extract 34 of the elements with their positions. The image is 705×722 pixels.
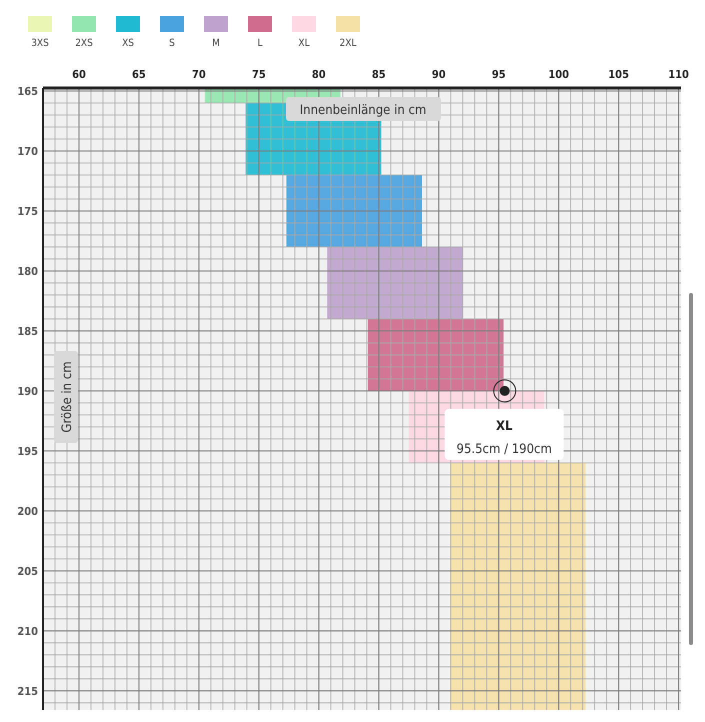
- legend-label: 3XS: [31, 38, 50, 49]
- legend-label: M: [212, 38, 220, 49]
- annotation: XL: [496, 418, 513, 434]
- x-tick-label: 110: [668, 68, 690, 81]
- x-tick-label: 70: [192, 68, 206, 81]
- y-tick-label: 200: [17, 504, 38, 518]
- legend-label: XS: [122, 38, 134, 49]
- y-tick-label: 175: [17, 204, 38, 218]
- y-tick-label: 180: [17, 264, 38, 278]
- legend-label: XL: [298, 38, 310, 49]
- x-tick-label: 80: [312, 68, 326, 81]
- annotation: 95.5cm / 190cm: [456, 442, 552, 457]
- x-tick-label: 85: [372, 68, 386, 81]
- x-tick-label: 90: [432, 68, 446, 81]
- y-tick-label: 195: [17, 444, 38, 458]
- legend-label: 2XL: [340, 38, 356, 49]
- y-tick-label: 170: [17, 144, 38, 158]
- y-tick-label: 205: [17, 564, 38, 578]
- y-tick-label: 190: [17, 384, 38, 398]
- y-axis-title: Größe in cm: [60, 361, 75, 433]
- x-tick-label: 65: [132, 68, 146, 81]
- y-tick-label: 215: [17, 684, 38, 698]
- x-tick-label: 60: [72, 68, 86, 81]
- legend-label: L: [257, 38, 263, 49]
- y-tick-label: 185: [17, 324, 38, 338]
- y-tick-label: 210: [17, 624, 38, 638]
- legend-label: 2XS: [75, 38, 94, 49]
- x-tick-label: 95: [492, 68, 506, 81]
- x-tick-label: 75: [252, 68, 266, 81]
- x-tick-label: 100: [548, 68, 570, 81]
- x-axis-title: Innenbeinlänge in cm: [300, 103, 426, 118]
- y-tick-label: 165: [17, 85, 38, 98]
- x-tick-label: 105: [608, 68, 630, 81]
- legend-label: S: [169, 38, 176, 49]
